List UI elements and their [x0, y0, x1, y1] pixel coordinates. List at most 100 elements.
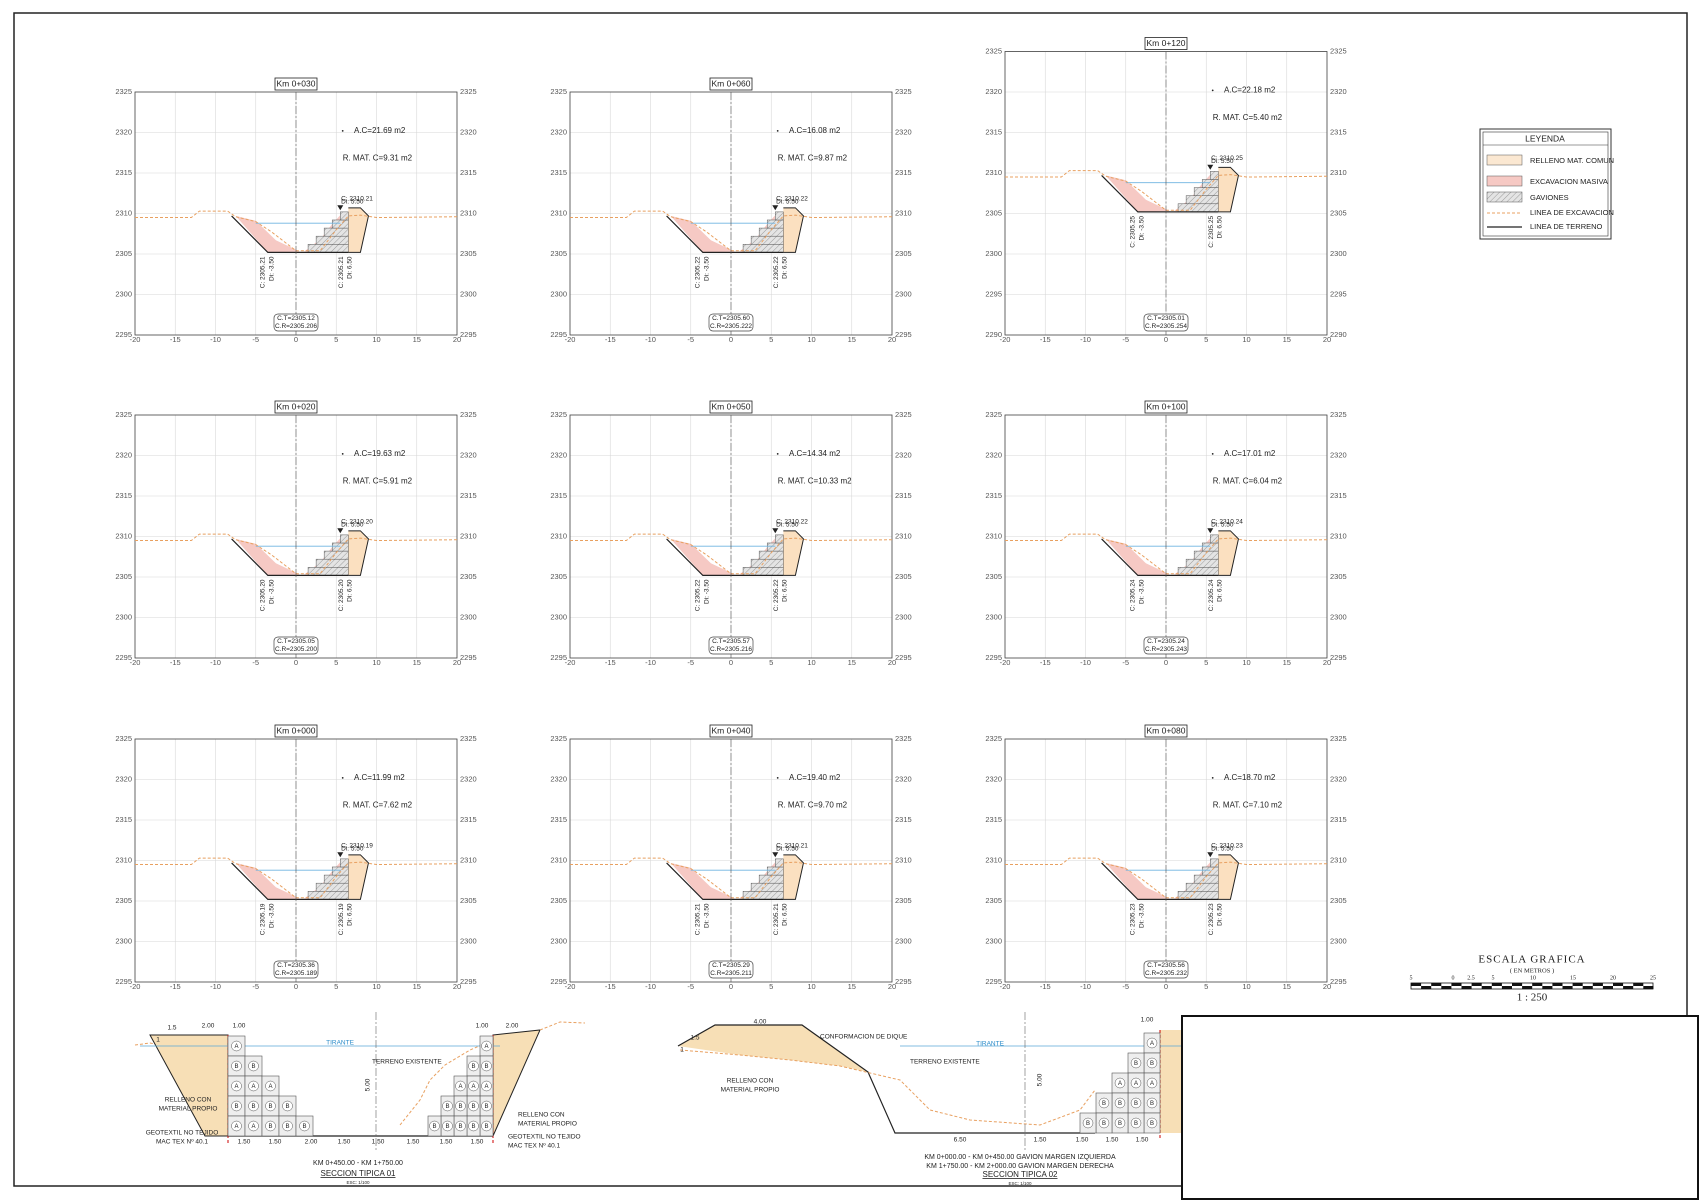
x-tick-label: 15	[1283, 335, 1291, 344]
gabion-tag	[299, 1120, 310, 1132]
level-box	[1143, 313, 1189, 332]
right-elevation: C: 2305.22	[773, 579, 780, 611]
y-tick-label: 2295	[895, 330, 912, 339]
elevation-marker	[1207, 528, 1214, 534]
terrain-line	[783, 207, 804, 253]
left-elevation: C: 2305.21	[695, 903, 702, 935]
y-tick-label: 2315	[115, 168, 132, 177]
x-tick-label: 15	[1283, 982, 1291, 991]
section-title-box	[1144, 400, 1188, 414]
typical-section-02: A B B A A A B B B B B B B B B 4.00 1.5 1 1.00 CONFORMA…	[677, 1012, 1182, 1186]
x-tick-label: -15	[605, 982, 616, 991]
x-tick-label: -20	[565, 335, 576, 344]
bullet	[1211, 89, 1214, 92]
gabion	[775, 211, 784, 221]
legend-title: LEYENDA	[1525, 133, 1565, 143]
gabion-type: B	[268, 1104, 272, 1110]
y-tick-label: 2315	[550, 815, 567, 824]
y-tick-label: 2295	[985, 977, 1002, 986]
area-fill: R. MAT. C=7.62 m2	[343, 801, 413, 810]
y-tick-label: 2310	[550, 855, 567, 864]
x-tick-label: 5	[334, 658, 338, 667]
bottom-dimensions: 1.50 1.50 1.50 1.50	[1034, 1137, 1149, 1144]
section-outline	[677, 1024, 1095, 1134]
gabion	[315, 235, 349, 245]
dimension: 6.50	[954, 1137, 967, 1144]
y-tick-label: 2305	[895, 572, 912, 581]
gabion-type: B	[234, 1104, 238, 1110]
note: MAC TEX Nº 40.1	[508, 1143, 560, 1150]
section-title: Km 0+000	[277, 725, 316, 735]
scale-segment	[1411, 983, 1422, 986]
scale-tick-label: 5	[1410, 975, 1413, 981]
legend-swatch	[1486, 191, 1523, 203]
gabion	[1201, 179, 1219, 188]
y-tick-label: 2305	[115, 896, 132, 905]
x-tick-label: -20	[1000, 982, 1011, 991]
excavation-line	[1005, 170, 1328, 211]
elevation-marker	[772, 205, 779, 211]
gabion-tag	[265, 1080, 276, 1092]
top-offset: Di: 5.50	[1211, 845, 1234, 852]
excavation-line	[135, 210, 458, 252]
gabion-tag	[1130, 1117, 1142, 1129]
gabion	[750, 558, 784, 568]
y-tick-label: 2320	[550, 774, 567, 783]
bed-level: C.R=2305.232	[1145, 970, 1187, 977]
y-tick-label: 2310	[550, 208, 567, 217]
gabion-tag	[231, 1040, 242, 1052]
gabion-type: A	[484, 1084, 488, 1090]
y-tick-label: 2295	[115, 977, 132, 986]
right-elevation: C: 2305.22	[773, 256, 780, 288]
x-tick-label: 0	[1164, 658, 1168, 667]
y-tick-label: 2320	[895, 127, 912, 136]
gabion-type: B	[471, 1064, 475, 1070]
area-cut: A.C=18.70 m2	[1224, 773, 1276, 782]
x-tick-label: 10	[372, 982, 380, 991]
sheet-border	[13, 12, 1688, 1187]
level-box	[273, 313, 319, 332]
y-tick-label: 2320	[895, 774, 912, 783]
y-tick-label: 2305	[985, 896, 1002, 905]
top-elevation: C: 2310.20	[341, 519, 373, 526]
gabion-tag	[248, 1060, 259, 1072]
gabion-tag	[468, 1080, 479, 1092]
bottom-dimensions: 1.50 1.50 2.00 1.50 1.50 1.50 1.50 1.50	[238, 1139, 484, 1146]
excavation-area	[235, 862, 301, 900]
bed-level: C.R=2305.206	[275, 323, 317, 330]
section-title-box	[274, 724, 318, 738]
x-tick-label: 20	[1323, 335, 1331, 344]
y-tick-label: 2295	[550, 330, 567, 339]
x-tick-label: -10	[645, 658, 656, 667]
y-tick-label: 2300	[1330, 612, 1347, 621]
bullet	[341, 776, 344, 779]
dimension: 1.50	[238, 1139, 251, 1146]
x-tick-label: 20	[888, 658, 896, 667]
section-title: Km 0+120	[1147, 38, 1186, 48]
y-tick-label: 2315	[460, 491, 477, 500]
gabion	[742, 891, 784, 900]
gabion	[766, 866, 784, 876]
x-tick-label: -20	[565, 658, 576, 667]
scale-segment	[1643, 986, 1654, 989]
section-title-box	[274, 400, 318, 414]
gabion-type: A	[458, 1084, 462, 1090]
section-range: KM 1+750.00 - KM 2+000.00 GAVION MARGEN …	[926, 1163, 1114, 1170]
area-cut: A.C=22.18 m2	[1224, 85, 1276, 94]
y-tick-label: 2315	[550, 168, 567, 177]
elevation-marker	[337, 528, 344, 534]
area-fill: R. MAT. C=9.70 m2	[778, 801, 848, 810]
y-tick-label: 2315	[115, 491, 132, 500]
top-offset: Di: 5.50	[341, 845, 364, 852]
bullet	[1211, 452, 1214, 455]
x-tick-label: -20	[130, 335, 141, 344]
gabion-type: B	[285, 1104, 289, 1110]
x-tick-label: -10	[210, 982, 221, 991]
fill-area	[783, 854, 804, 900]
dimension: 1.50	[471, 1139, 484, 1146]
left-offset: Di: -3.50	[1139, 903, 1146, 928]
gabion-tag	[481, 1080, 492, 1092]
y-tick-label: 2320	[115, 127, 132, 136]
right-elevation: C: 2305.23	[1208, 903, 1215, 935]
y-tick-label: 2300	[550, 612, 567, 621]
